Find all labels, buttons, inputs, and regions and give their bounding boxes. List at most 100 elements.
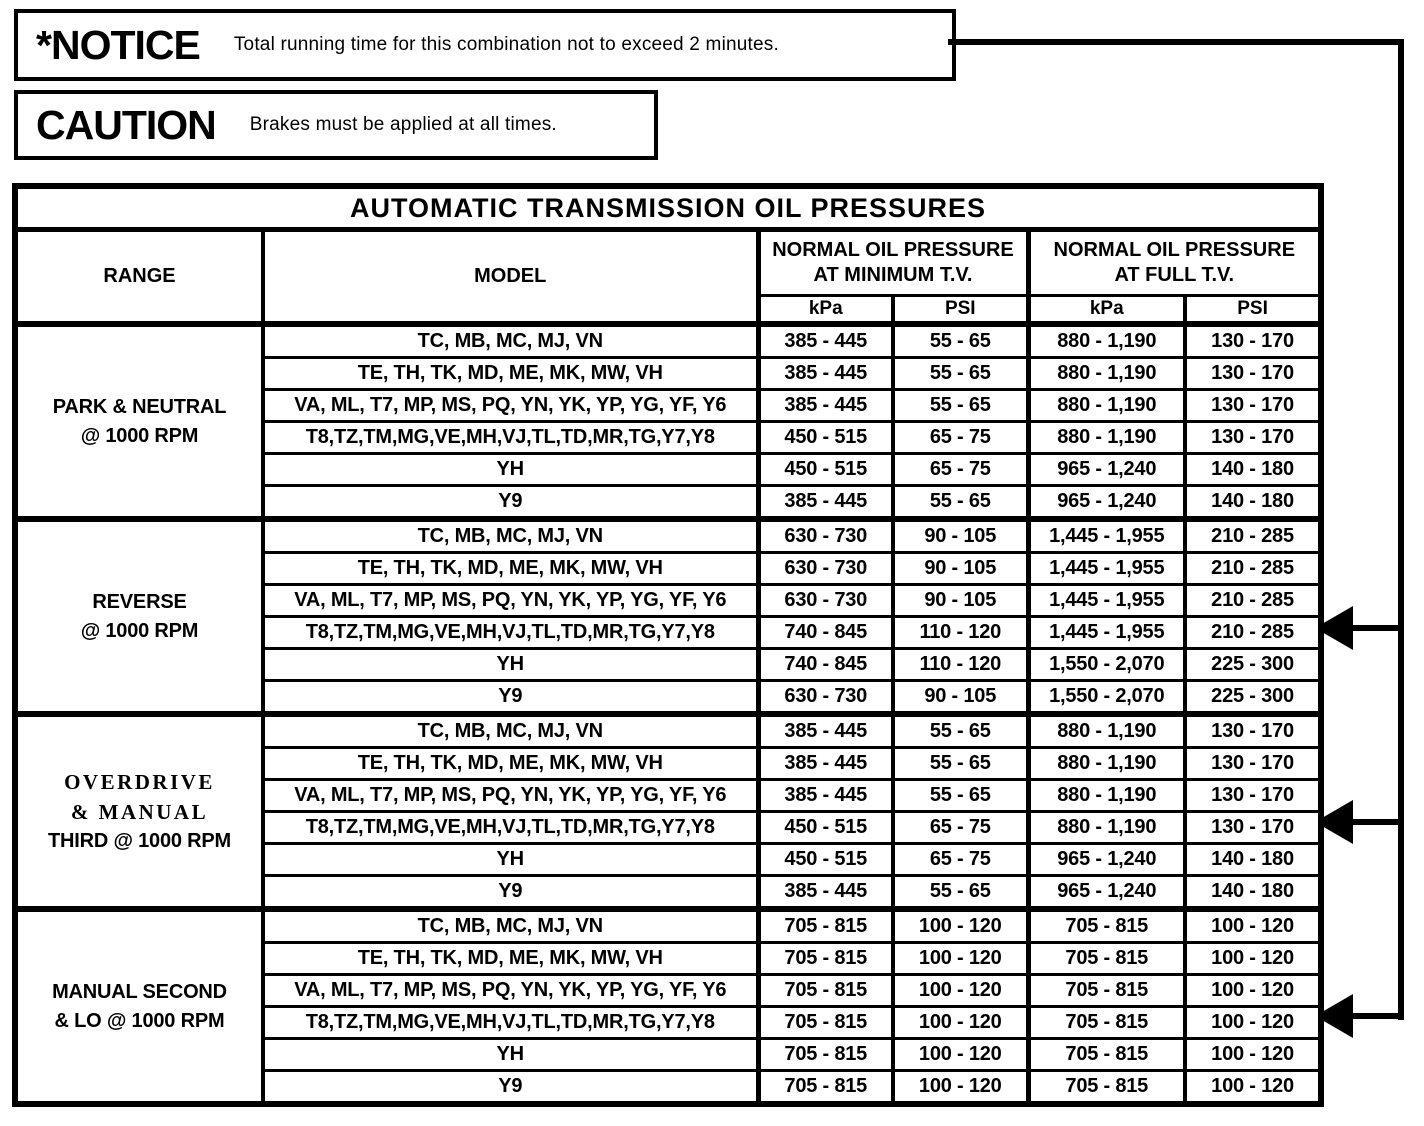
full-psi-cell: 140 - 180 (1183, 452, 1323, 487)
full-kpa-cell: 880 - 1,190 (1026, 778, 1187, 813)
min-psi-cell: 65 - 75 (891, 420, 1031, 455)
model-cell: TC, MB, MC, MJ, VN (261, 516, 761, 554)
full-kpa-cell: 705 - 815 (1026, 941, 1187, 976)
full-kpa-cell: 880 - 1,190 (1026, 356, 1187, 391)
unit-header-kpa-min: kPa (756, 294, 895, 327)
min-psi-cell: 55 - 65 (891, 711, 1031, 749)
caution-text: Brakes must be applied at all times. (249, 114, 557, 135)
min-kpa-cell: 705 - 815 (756, 1069, 895, 1106)
range-line: THIRD @ 1000 RPM (47, 830, 231, 853)
unit-header-psi-min: PSI (891, 294, 1031, 327)
full-psi-cell: 140 - 180 (1183, 842, 1323, 877)
full-kpa-cell: 1,550 - 2,070 (1026, 679, 1187, 716)
full-psi-cell: 130 - 170 (1183, 388, 1323, 423)
model-cell: T8,TZ,TM,MG,VE,MH,VJ,TL,TD,MR,TG,Y7,Y8 (261, 1005, 761, 1040)
model-cell: VA, ML, T7, MP, MS, PQ, YN, YK, YP, YG, … (261, 388, 761, 423)
model-cell: VA, ML, T7, MP, MS, PQ, YN, YK, YP, YG, … (261, 583, 761, 618)
callout-line-manual-second (1348, 1013, 1404, 1019)
min-kpa-cell: 385 - 445 (756, 711, 895, 749)
range-line: MANUAL SECOND (52, 980, 227, 1003)
model-cell: TE, TH, TK, MD, ME, MK, MW, VH (261, 746, 761, 781)
range-cell-reverse: REVERSE @ 1000 RPM (13, 516, 265, 716)
model-cell: Y9 (261, 679, 761, 716)
min-psi-cell: 65 - 75 (891, 810, 1031, 845)
col-header-range: RANGE (13, 228, 265, 326)
model-cell: VA, ML, T7, MP, MS, PQ, YN, YK, YP, YG, … (261, 778, 761, 813)
model-cell: YH (261, 1037, 761, 1072)
model-cell: TC, MB, MC, MJ, VN (261, 321, 761, 359)
min-psi-cell: 90 - 105 (891, 516, 1031, 554)
full-kpa-cell: 1,445 - 1,955 (1026, 551, 1187, 586)
model-cell: TE, TH, TK, MD, ME, MK, MW, VH (261, 356, 761, 391)
notice-connector-line-top (948, 39, 1404, 45)
min-kpa-cell: 450 - 515 (756, 842, 895, 877)
full-psi-cell: 130 - 170 (1183, 810, 1323, 845)
model-cell: VA, ML, T7, MP, MS, PQ, YN, YK, YP, YG, … (261, 973, 761, 1008)
model-cell: T8,TZ,TM,MG,VE,MH,VJ,TL,TD,MR,TG,Y7,Y8 (261, 615, 761, 650)
model-cell: T8,TZ,TM,MG,VE,MH,VJ,TL,TD,MR,TG,Y7,Y8 (261, 810, 761, 845)
model-cell: TC, MB, MC, MJ, VN (261, 711, 761, 749)
col-header-min-tv-line1: NORMAL OIL PRESSURE (772, 239, 1014, 261)
notice-label: *NOTICE (36, 21, 201, 68)
range-line: PARK & NEUTRAL (52, 395, 227, 418)
full-psi-cell: 140 - 180 (1183, 484, 1323, 521)
notice-text: Total running time for this combination … (233, 34, 779, 55)
min-kpa-cell: 385 - 445 (756, 356, 895, 391)
min-kpa-cell: 705 - 815 (756, 906, 895, 944)
full-kpa-cell: 1,445 - 1,955 (1026, 615, 1187, 650)
min-psi-cell: 55 - 65 (891, 746, 1031, 781)
range-line: REVERSE (92, 590, 187, 613)
full-kpa-cell: 880 - 1,190 (1026, 321, 1187, 359)
notice-box: *NOTICE Total running time for this comb… (14, 9, 956, 81)
model-cell: Y9 (261, 1069, 761, 1106)
col-header-min-tv-line2: AT MINIMUM T.V. (813, 264, 973, 286)
full-kpa-cell: 880 - 1,190 (1026, 420, 1187, 455)
min-kpa-cell: 385 - 445 (756, 778, 895, 813)
col-header-full-tv-line1: NORMAL OIL PRESSURE (1053, 239, 1296, 261)
full-psi-cell: 130 - 170 (1183, 746, 1323, 781)
min-kpa-cell: 450 - 515 (756, 810, 895, 845)
full-kpa-cell: 705 - 815 (1026, 906, 1187, 944)
range-cell-manual-second-lo: MANUAL SECOND & LO @ 1000 RPM (13, 906, 265, 1106)
min-kpa-cell: 450 - 515 (756, 452, 895, 487)
full-kpa-cell: 880 - 1,190 (1026, 746, 1187, 781)
min-kpa-cell: 385 - 445 (756, 321, 895, 359)
caution-box: CAUTION Brakes must be applied at all ti… (14, 90, 658, 160)
pressure-table: AUTOMATIC TRANSMISSION OIL PRESSURES RAN… (12, 183, 1325, 1107)
min-psi-cell: 100 - 120 (891, 906, 1031, 944)
full-kpa-cell: 880 - 1,190 (1026, 388, 1187, 423)
model-cell: YH (261, 452, 761, 487)
min-psi-cell: 100 - 120 (891, 1005, 1031, 1040)
min-psi-cell: 100 - 120 (891, 1069, 1031, 1106)
full-psi-cell: 100 - 120 (1183, 973, 1323, 1008)
model-cell: T8,TZ,TM,MG,VE,MH,VJ,TL,TD,MR,TG,Y7,Y8 (261, 420, 761, 455)
full-kpa-cell: 880 - 1,190 (1026, 711, 1187, 749)
min-psi-cell: 110 - 120 (891, 615, 1031, 650)
full-kpa-cell: 880 - 1,190 (1026, 810, 1187, 845)
min-kpa-cell: 705 - 815 (756, 1005, 895, 1040)
callout-line-reverse (1348, 625, 1404, 631)
full-psi-cell: 210 - 285 (1183, 551, 1323, 586)
min-psi-cell: 100 - 120 (891, 973, 1031, 1008)
min-psi-cell: 55 - 65 (891, 874, 1031, 911)
model-cell: YH (261, 842, 761, 877)
min-psi-cell: 55 - 65 (891, 778, 1031, 813)
full-psi-cell: 130 - 170 (1183, 778, 1323, 813)
range-line: & LO @ 1000 RPM (54, 1009, 225, 1032)
min-kpa-cell: 740 - 845 (756, 647, 895, 682)
full-kpa-cell: 705 - 815 (1026, 1069, 1187, 1106)
full-kpa-cell: 965 - 1,240 (1026, 452, 1187, 487)
full-kpa-cell: 705 - 815 (1026, 1037, 1187, 1072)
full-psi-cell: 225 - 300 (1183, 647, 1323, 682)
model-cell: YH (261, 647, 761, 682)
min-kpa-cell: 630 - 730 (756, 551, 895, 586)
range-line: OVERDRIVE (64, 769, 215, 794)
min-psi-cell: 55 - 65 (891, 356, 1031, 391)
min-kpa-cell: 740 - 845 (756, 615, 895, 650)
min-psi-cell: 90 - 105 (891, 551, 1031, 586)
full-kpa-cell: 1,445 - 1,955 (1026, 516, 1187, 554)
col-header-model: MODEL (261, 228, 761, 326)
min-psi-cell: 90 - 105 (891, 679, 1031, 716)
min-kpa-cell: 630 - 730 (756, 583, 895, 618)
min-kpa-cell: 705 - 815 (756, 1037, 895, 1072)
